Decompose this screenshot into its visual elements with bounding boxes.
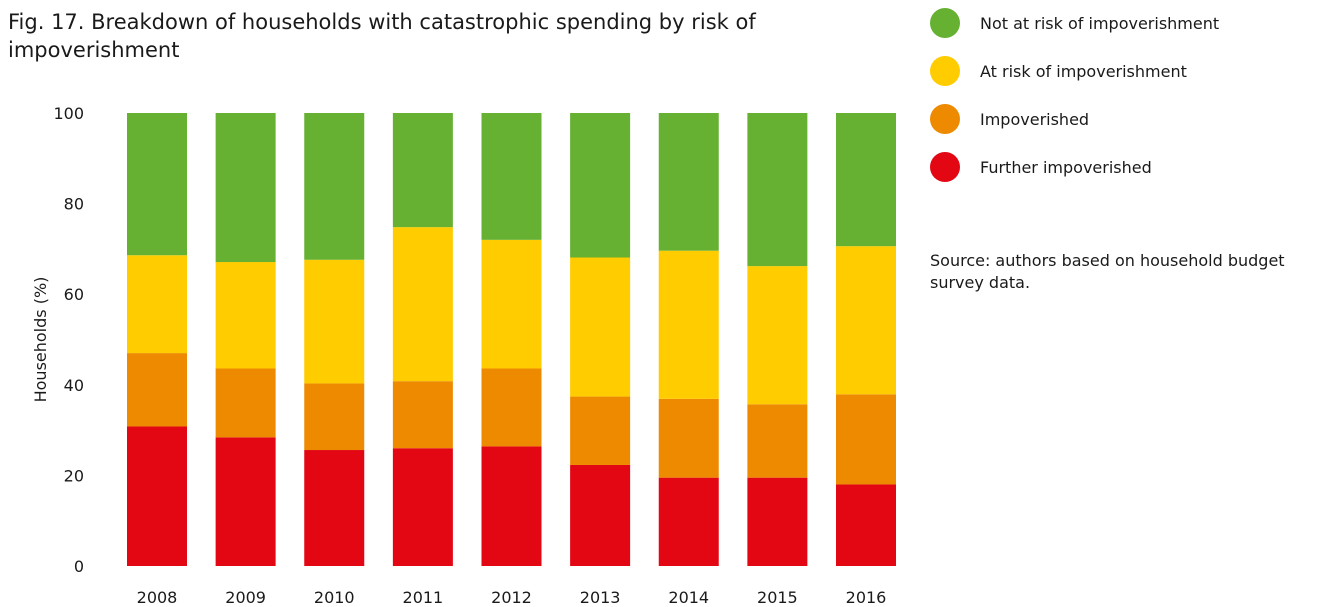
bar-segment-further-impoverished-2013 bbox=[570, 464, 631, 566]
bar-segment-impoverished-2014 bbox=[658, 398, 719, 478]
bar-segment-not-at-risk-of-impoverishment-2016 bbox=[836, 113, 896, 247]
legend-item: At risk of impoverishment bbox=[930, 56, 1330, 86]
legend-label: Impoverished bbox=[980, 109, 1090, 129]
bar-segment-at-risk-of-impoverishment-2014 bbox=[658, 250, 719, 399]
bar-segment-not-at-risk-of-impoverishment-2011 bbox=[392, 113, 453, 228]
bar-segment-impoverished-2016 bbox=[836, 394, 896, 485]
bar-segment-further-impoverished-2012 bbox=[481, 446, 542, 566]
bar-segment-at-risk-of-impoverishment-2015 bbox=[747, 266, 808, 405]
stacked-bar-chart: 0 20 40 60 80 100 Households (%) 2008 2009 2010 20… bbox=[31, 104, 896, 607]
x-tick-label: 2016 bbox=[846, 588, 887, 607]
bar-segment-further-impoverished-2014 bbox=[658, 477, 719, 566]
x-tick-label: 2015 bbox=[757, 588, 798, 607]
bar-segment-impoverished-2009 bbox=[215, 368, 276, 438]
legend-label: Not at risk of impoverishment bbox=[980, 13, 1220, 33]
bar-segment-not-at-risk-of-impoverishment-2014 bbox=[658, 113, 719, 251]
bar-segment-impoverished-2013 bbox=[570, 396, 631, 465]
x-tick-label: 2013 bbox=[580, 588, 621, 607]
y-tick-label: 80 bbox=[64, 195, 84, 214]
y-axis-label: Households (%) bbox=[31, 277, 50, 403]
y-tick-label: 40 bbox=[64, 376, 84, 395]
chart-title: Fig. 17. Breakdown of households with ca… bbox=[8, 10, 756, 62]
legend-swatch bbox=[930, 152, 960, 182]
y-tick-label: 100 bbox=[53, 104, 84, 123]
bar-segment-not-at-risk-of-impoverishment-2012 bbox=[481, 113, 542, 240]
legend-item: Impoverished bbox=[930, 104, 1330, 134]
bar-segment-impoverished-2012 bbox=[481, 368, 542, 447]
bar-segment-not-at-risk-of-impoverishment-2015 bbox=[747, 113, 808, 267]
bar-segment-impoverished-2015 bbox=[747, 404, 808, 478]
bar-segment-not-at-risk-of-impoverishment-2009 bbox=[215, 113, 276, 263]
bar-segment-at-risk-of-impoverishment-2009 bbox=[215, 262, 276, 369]
legend-item: Not at risk of impoverishment bbox=[930, 8, 1330, 38]
bar-segment-at-risk-of-impoverishment-2016 bbox=[836, 246, 896, 395]
bar-segment-at-risk-of-impoverishment-2010 bbox=[304, 259, 365, 384]
bar-segment-not-at-risk-of-impoverishment-2010 bbox=[304, 113, 365, 260]
bar-segment-impoverished-2010 bbox=[304, 383, 365, 451]
y-tick-label: 20 bbox=[64, 466, 84, 485]
bar-segment-at-risk-of-impoverishment-2008 bbox=[127, 255, 187, 354]
legend-swatch bbox=[930, 56, 960, 86]
y-tick-label: 60 bbox=[64, 285, 84, 304]
bar-segment-at-risk-of-impoverishment-2011 bbox=[392, 227, 453, 382]
x-tick-label: 2009 bbox=[225, 588, 266, 607]
legend-label: Further impoverished bbox=[980, 157, 1152, 177]
legend-label: At risk of impoverishment bbox=[980, 61, 1187, 81]
bar-segment-not-at-risk-of-impoverishment-2008 bbox=[127, 113, 187, 256]
bar-segment-impoverished-2011 bbox=[392, 381, 453, 449]
legend-item: Further impoverished bbox=[930, 152, 1330, 182]
bar-segment-not-at-risk-of-impoverishment-2013 bbox=[570, 113, 631, 258]
bar-segment-further-impoverished-2008 bbox=[127, 426, 187, 566]
bar-segment-further-impoverished-2016 bbox=[836, 484, 896, 566]
bar-segment-further-impoverished-2010 bbox=[304, 450, 365, 566]
bar-segment-further-impoverished-2015 bbox=[747, 477, 808, 566]
legend-swatch bbox=[930, 8, 960, 38]
bar-segment-further-impoverished-2009 bbox=[215, 437, 276, 566]
bar-segment-at-risk-of-impoverishment-2012 bbox=[481, 239, 542, 369]
legend-swatch bbox=[930, 104, 960, 134]
x-tick-label: 2012 bbox=[491, 588, 532, 607]
y-tick-label: 0 bbox=[74, 557, 84, 576]
source-note: Source: authors based on household budge… bbox=[930, 251, 1285, 292]
bar-segment-further-impoverished-2011 bbox=[392, 448, 453, 566]
bar-segment-at-risk-of-impoverishment-2013 bbox=[570, 257, 631, 397]
x-tick-label: 2014 bbox=[668, 588, 709, 607]
bar-segment-impoverished-2008 bbox=[127, 353, 187, 427]
x-tick-label: 2008 bbox=[137, 588, 178, 607]
x-tick-label: 2011 bbox=[403, 588, 444, 607]
x-tick-label: 2010 bbox=[314, 588, 355, 607]
